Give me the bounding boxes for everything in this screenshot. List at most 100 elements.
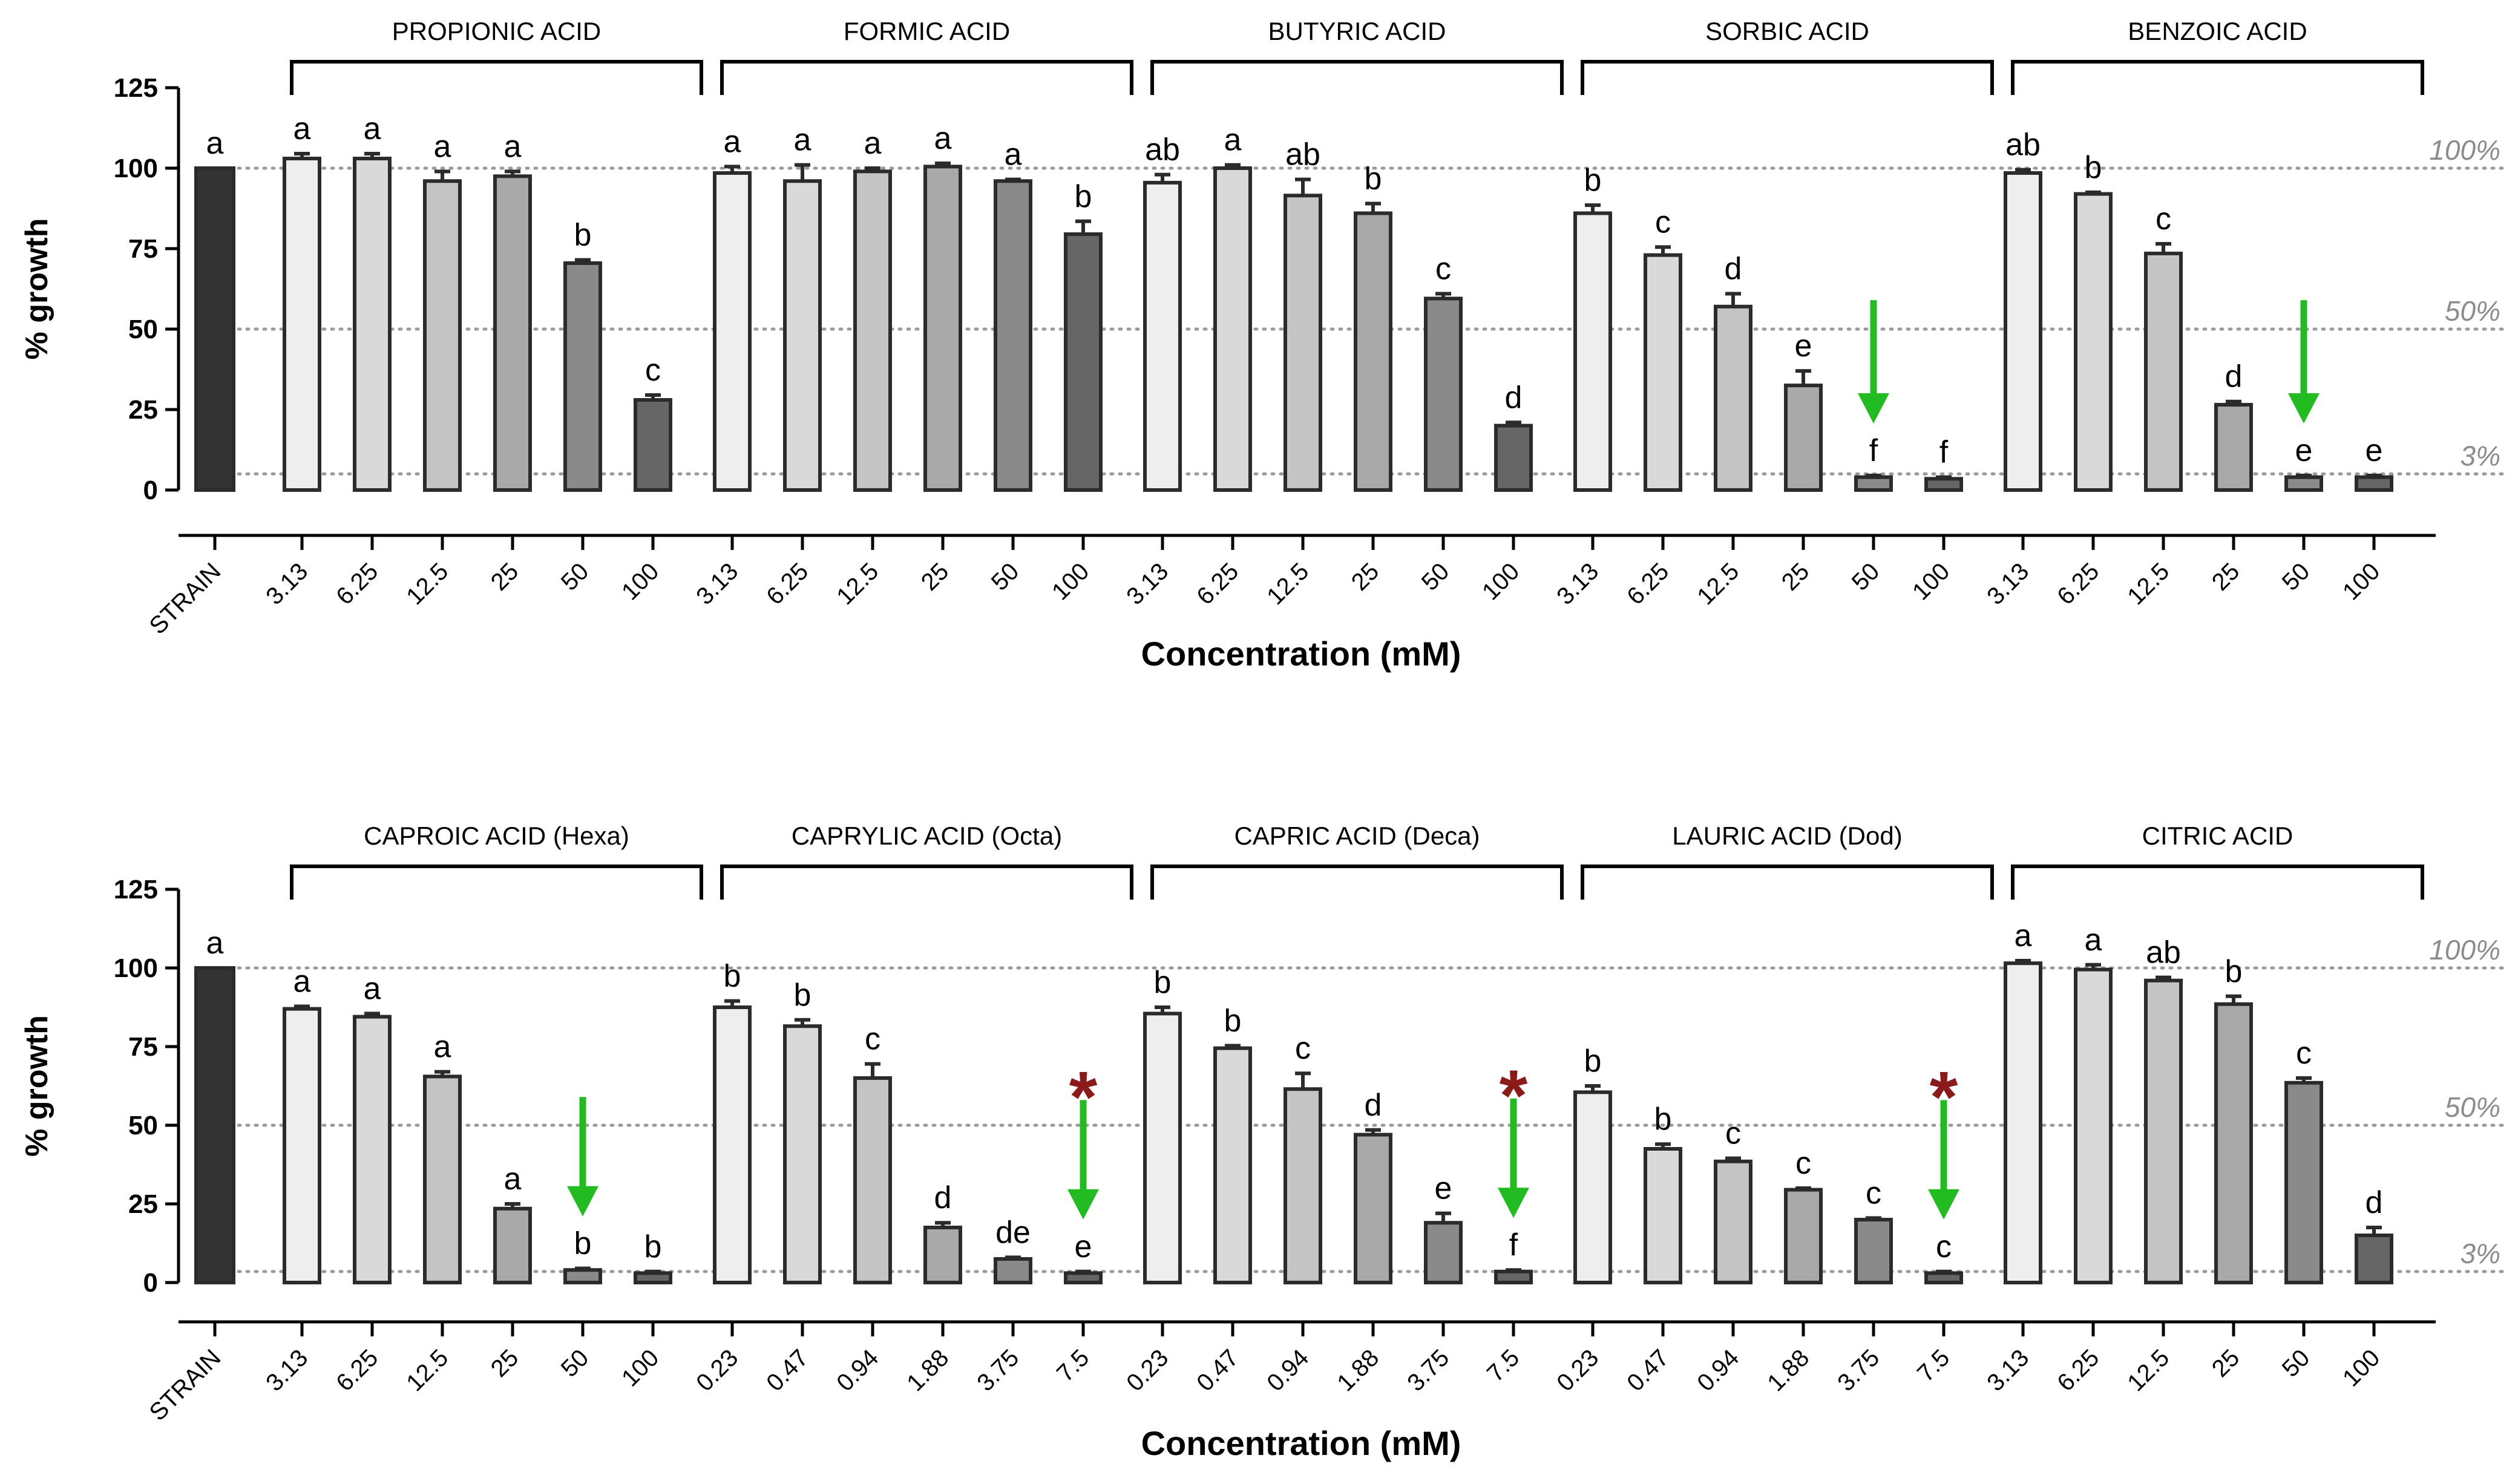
significance-letter: d [2225, 359, 2243, 394]
bar [1213, 1046, 1252, 1284]
x-tick-label: 0.94 [1262, 1344, 1314, 1396]
bar [2004, 961, 2042, 1284]
group-bracket [1581, 60, 1994, 95]
group-title: SORBIC ACID [1705, 17, 1869, 45]
x-tick-label: 50 [1417, 558, 1455, 596]
green-arrow-head [1067, 1189, 1099, 1220]
significance-letter: a [293, 964, 311, 999]
significance-letter: b [644, 1229, 662, 1264]
x-tick-label: 0.47 [761, 1344, 813, 1396]
significance-letter: a [364, 971, 381, 1006]
group-title: PROPIONIC ACID [392, 17, 601, 45]
bar [1424, 296, 1463, 492]
bar [1644, 1147, 1682, 1284]
significance-letter: f [1939, 435, 1949, 470]
bar [353, 1015, 392, 1284]
bar [2144, 978, 2183, 1285]
bar [1284, 194, 1322, 492]
bar [283, 1007, 321, 1284]
bar [1424, 1221, 1463, 1284]
x-tick-label: 6.25 [2052, 1344, 2104, 1396]
x-tick-label: 12.5 [401, 1344, 453, 1396]
x-tick-label: 3.13 [691, 558, 743, 610]
bar [1064, 1271, 1103, 1284]
bar [283, 157, 321, 492]
group-bracket [290, 865, 703, 900]
significance-letter: c [1655, 204, 1671, 240]
group-title: FORMIC ACID [844, 17, 1010, 45]
bar [2284, 475, 2323, 492]
x-tick-label: 3.75 [1832, 1344, 1884, 1396]
green-arrow-head [1858, 393, 1889, 424]
significance-letter: b [1365, 162, 1382, 197]
significance-letter: f [1509, 1227, 1518, 1263]
y-tick-label: 25 [128, 1189, 158, 1219]
asterisk-marker: * [1500, 1055, 1528, 1136]
x-tick-label: 12.5 [2122, 1344, 2174, 1396]
significance-letter: e [2366, 433, 2383, 468]
x-tick-label: 0.23 [691, 1344, 743, 1396]
group-bracket [290, 60, 703, 95]
bar [1354, 211, 1392, 492]
y-axis-label: % growth [19, 218, 54, 360]
bar [994, 179, 1032, 492]
significance-letter: a [434, 1030, 451, 1065]
bar [2144, 251, 2183, 492]
x-tick-label: 12.5 [831, 558, 884, 610]
significance-letter: b [1654, 1102, 1672, 1137]
control-bar [194, 166, 235, 492]
bar [2284, 1080, 2323, 1285]
significance-letter: b [1584, 1044, 1602, 1079]
green-arrow-head [2288, 393, 2320, 424]
asterisk-marker: * [1069, 1056, 1098, 1137]
bar [2074, 967, 2113, 1284]
significance-letter: c [865, 1022, 880, 1057]
bar [563, 1268, 602, 1284]
x-tick-label: 6.25 [1622, 558, 1674, 610]
bar [1494, 1269, 1533, 1285]
bar [1714, 1159, 1752, 1285]
bar [2074, 192, 2113, 492]
bar [1143, 180, 1182, 492]
significance-letter: d [1725, 251, 1742, 286]
bar [923, 165, 962, 492]
significance-letter: a [864, 126, 882, 161]
x-tick-label: 100 [2338, 1344, 2385, 1391]
group-bracket [2011, 60, 2424, 95]
group-title: CITRIC ACID [2142, 822, 2293, 850]
significance-letter: b [2225, 954, 2243, 989]
x-tick-label: 3.13 [261, 1344, 313, 1396]
x-tick-label: 1.88 [1332, 1344, 1384, 1396]
x-tick-label: 0.94 [1692, 1344, 1744, 1396]
bar [1714, 304, 1752, 492]
x-tick-label: 25 [1346, 558, 1385, 596]
bar [1573, 1090, 1612, 1285]
bar [713, 1005, 752, 1284]
bar [1143, 1012, 1182, 1285]
significance-letter: b [1154, 965, 1172, 1000]
significance-letter: e [2295, 433, 2313, 468]
group-bracket [1581, 865, 1994, 900]
bar [2214, 1002, 2253, 1285]
x-tick-label: 6.25 [761, 558, 813, 610]
x-tick-label: 1.88 [1762, 1344, 1814, 1396]
bar [2355, 475, 2393, 492]
significance-letter: b [1584, 163, 1602, 198]
x-tick-label: 0.47 [1192, 1344, 1244, 1396]
significance-letter: ab [2146, 935, 2181, 970]
y-tick-label: 0 [143, 1268, 158, 1298]
x-tick-label: 6.25 [331, 558, 383, 610]
group-title: LAURIC ACID (Dod) [1672, 822, 1902, 850]
group-title: CAPRYLIC ACID (Octa) [792, 822, 1062, 850]
significance-letter: a [794, 123, 811, 158]
significance-letter: a [206, 126, 224, 161]
group-bracket [720, 865, 1133, 900]
significance-letter: c [1936, 1229, 1952, 1264]
x-tick-label: 25 [486, 1344, 524, 1382]
significance-letter: ab [1285, 137, 1320, 172]
x-tick-label: 6.25 [2052, 558, 2104, 610]
x-tick-label: 3.13 [1982, 1344, 2034, 1396]
x-tick-label: 100 [2338, 558, 2385, 605]
x-tick-label: 3.13 [1121, 558, 1173, 610]
